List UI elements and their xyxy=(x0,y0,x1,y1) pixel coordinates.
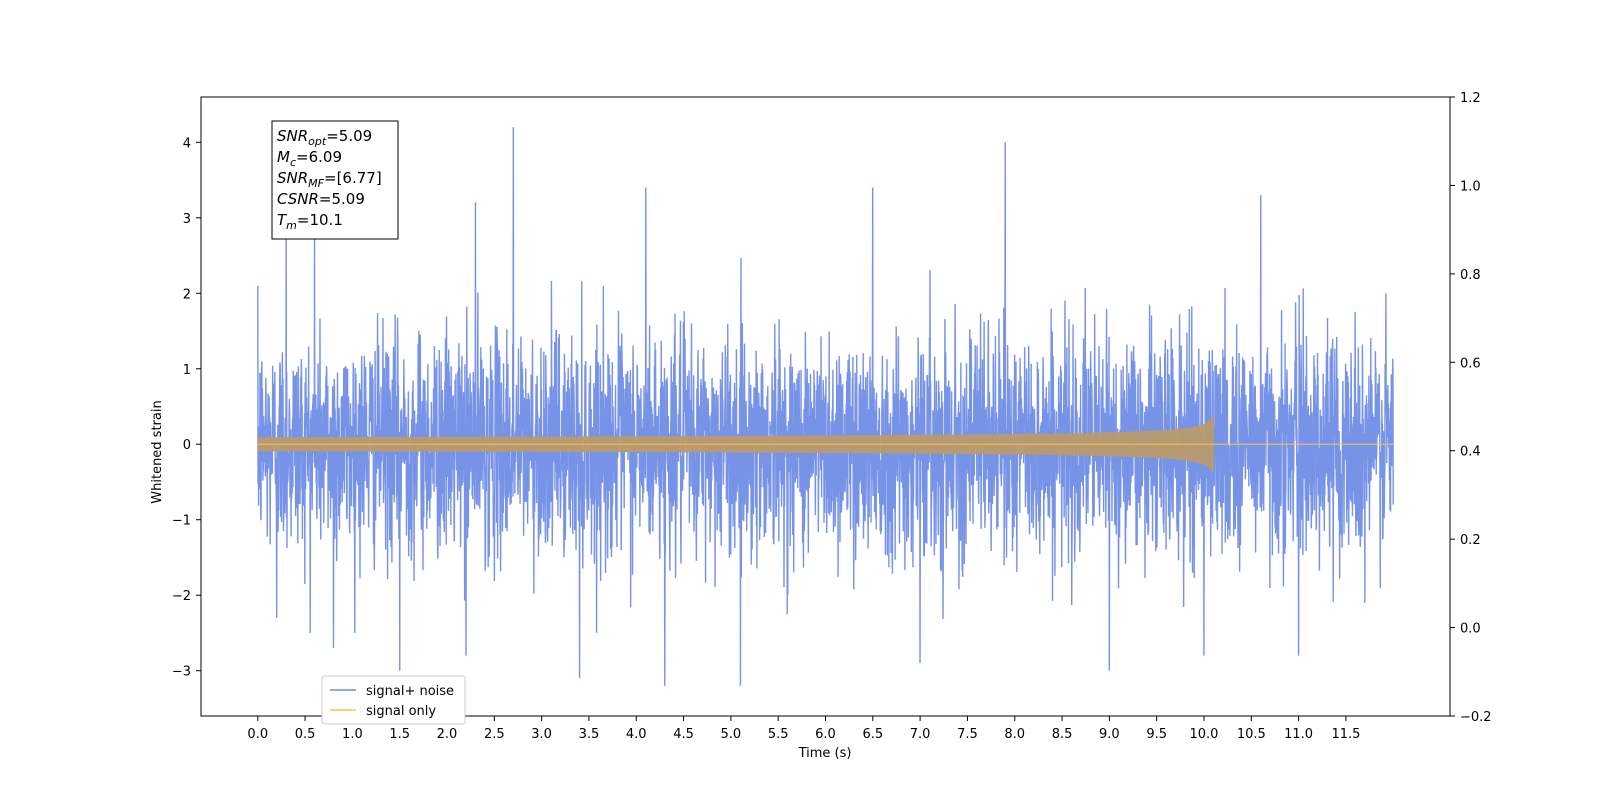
x-tick-label: 1.0 xyxy=(342,727,363,742)
y-tick-label: 2 xyxy=(183,287,191,302)
y2-tick-label: 1.0 xyxy=(1460,179,1481,194)
x-tick-label: 10.0 xyxy=(1190,727,1219,742)
y2-tick-label: 0.2 xyxy=(1460,533,1481,548)
annotation-line: SNRopt=5.09 xyxy=(277,127,372,148)
y-tick-label: −3 xyxy=(172,665,191,680)
y-tick-label: 3 xyxy=(183,212,191,227)
x-tick-label: 11.0 xyxy=(1284,727,1313,742)
x-tick-label: 3.5 xyxy=(579,727,600,742)
x-tick-label: 3.0 xyxy=(531,727,552,742)
y-axis-label: Whitened strain xyxy=(150,400,165,503)
y-tick-label: 1 xyxy=(183,363,191,378)
x-tick-label: 2.5 xyxy=(484,727,505,742)
x-tick-label: 8.5 xyxy=(1052,727,1073,742)
x-tick-label: 0.0 xyxy=(247,727,268,742)
x-tick-label: 7.5 xyxy=(957,727,978,742)
y-tick-label: −2 xyxy=(172,589,191,604)
x-tick-label: 2.0 xyxy=(437,727,458,742)
plot-area xyxy=(257,127,1394,686)
y-tick-label: 0 xyxy=(183,438,191,453)
series-signal-noise xyxy=(257,127,1394,686)
x-tick-label: 6.0 xyxy=(815,727,836,742)
x-axis: 0.0 0.5 1.0 1.5 2.0 2.5 3.0 3.5 4.0 4.5 5.0 5.5 6.0 6… xyxy=(247,716,1360,742)
legend-label-signal: signal only xyxy=(366,704,436,719)
x-tick-label: 6.5 xyxy=(862,727,883,742)
y-tick-label: 4 xyxy=(183,136,191,151)
y2-tick-label: 0.6 xyxy=(1460,356,1481,371)
y2-tick-label: 0.4 xyxy=(1460,445,1481,460)
legend-label-noise: signal+ noise xyxy=(366,684,454,699)
x-axis-label: Time (s) xyxy=(798,746,852,761)
annotation-line: SNRMF=[6.77] xyxy=(277,169,382,190)
x-tick-label: 5.0 xyxy=(721,727,742,742)
x-tick-label: 4.0 xyxy=(626,727,647,742)
y-tick-label: −1 xyxy=(172,514,191,529)
x-tick-label: 9.0 xyxy=(1099,727,1120,742)
annotation-line: Mc=6.09 xyxy=(277,148,342,169)
y2-tick-label: −0.2 xyxy=(1460,710,1492,725)
x-tick-label: 8.0 xyxy=(1004,727,1025,742)
y-axis: −3 −2 −1 0 1 2 3 4 xyxy=(172,136,201,680)
x-tick-label: 11.5 xyxy=(1331,727,1360,742)
y2-axis: −0.2 0.0 0.2 0.4 0.6 0.8 1.0 1.2 xyxy=(1450,91,1492,725)
y2-tick-label: 0.8 xyxy=(1460,268,1481,283)
x-tick-label: 7.0 xyxy=(910,727,931,742)
y2-tick-label: 0.0 xyxy=(1460,622,1481,637)
x-tick-label: 1.5 xyxy=(389,727,410,742)
x-tick-label: 9.5 xyxy=(1146,727,1167,742)
annotation-line: Tm=10.1 xyxy=(277,211,343,232)
y2-tick-label: 1.2 xyxy=(1460,91,1481,106)
x-tick-label: 0.5 xyxy=(295,727,316,742)
legend: signal+ noise signal only xyxy=(321,675,466,725)
x-tick-label: 10.5 xyxy=(1237,727,1266,742)
annotation-line: CSNR=5.09 xyxy=(277,190,365,208)
x-tick-label: 4.5 xyxy=(673,727,694,742)
x-tick-label: 5.5 xyxy=(768,727,789,742)
